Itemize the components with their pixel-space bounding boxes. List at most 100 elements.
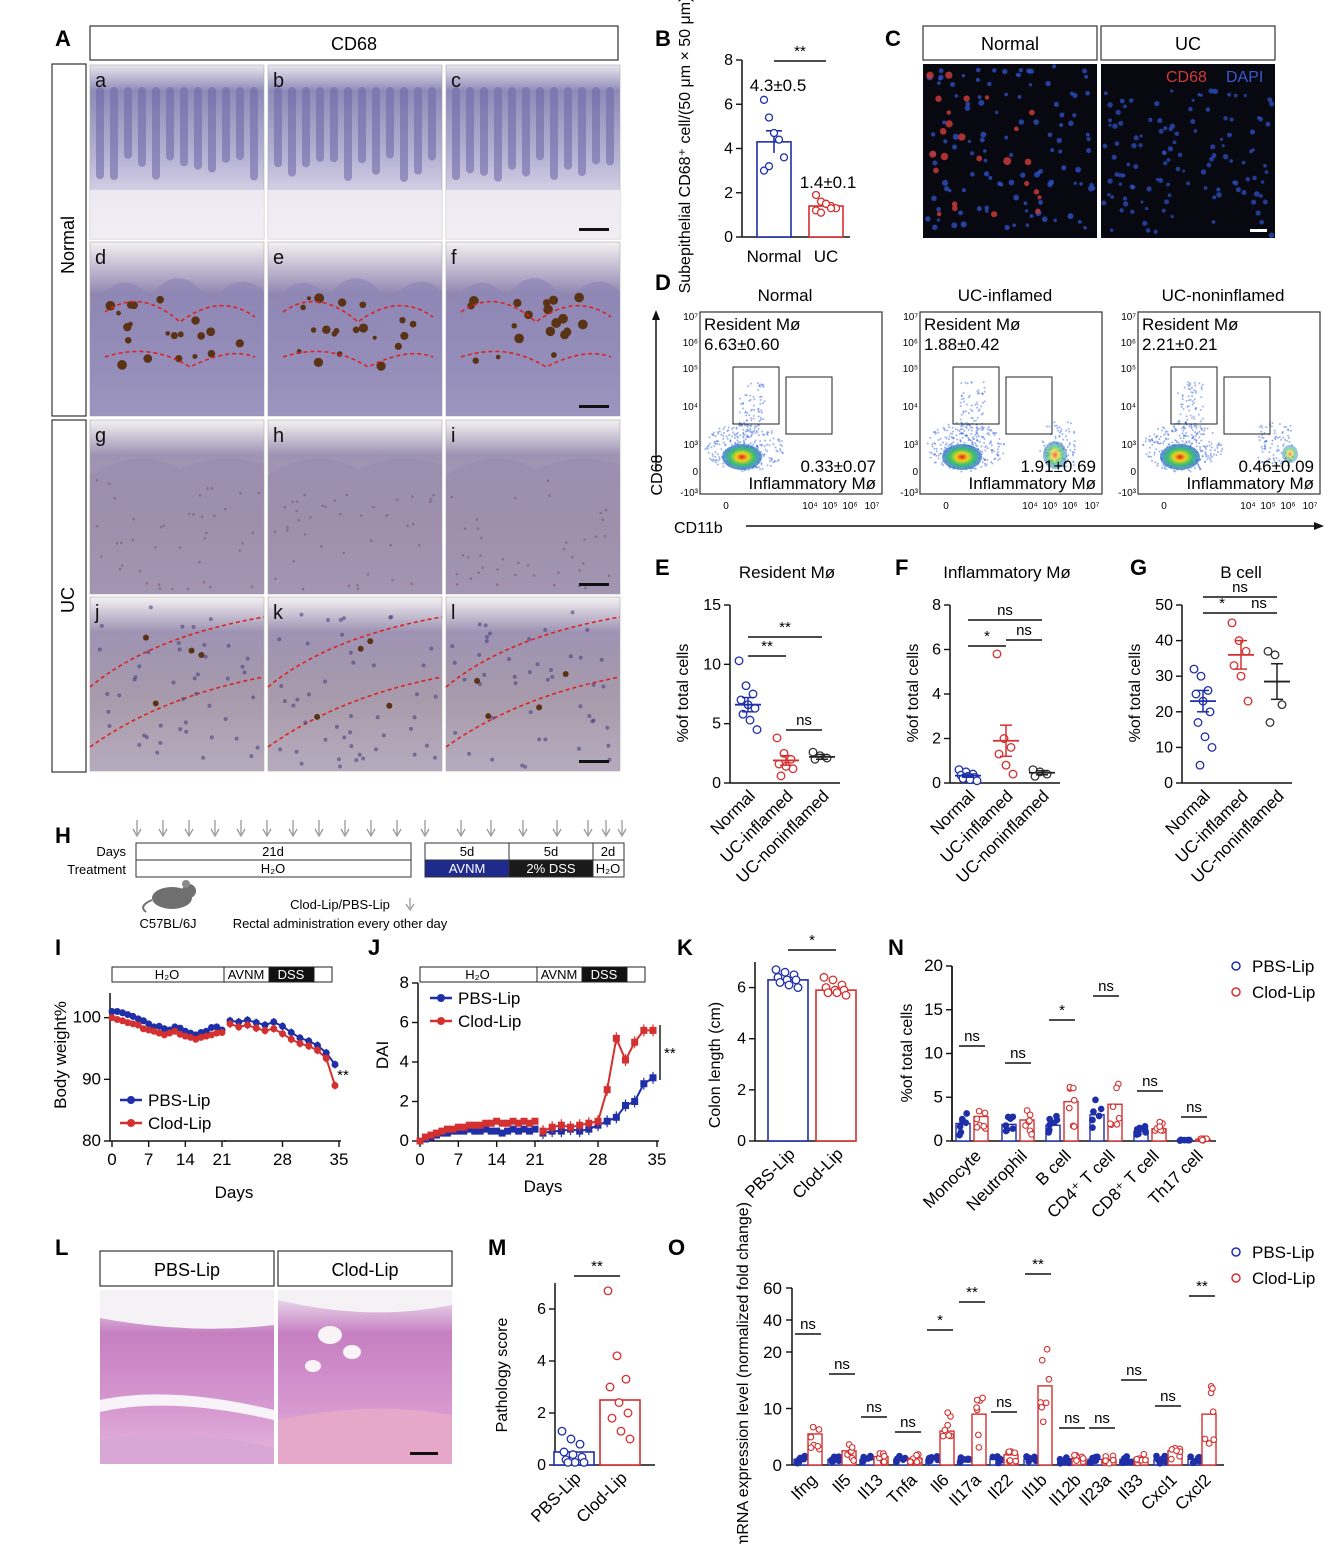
chartJ-point — [531, 1117, 539, 1125]
flow-event — [1201, 450, 1204, 453]
chartI-point — [235, 1018, 243, 1026]
dapi-nucleus — [1072, 113, 1077, 118]
flow-event — [980, 405, 983, 408]
flow-event — [936, 428, 939, 431]
flow-event — [1144, 440, 1147, 443]
chartI-point — [252, 1024, 260, 1032]
chartO-point — [975, 1444, 983, 1451]
flow-event — [1266, 461, 1269, 464]
flow-event — [721, 462, 724, 465]
chartI-point — [226, 1020, 234, 1028]
flow-event — [1191, 429, 1194, 432]
flow-event — [1273, 458, 1276, 461]
mouse-icon — [142, 880, 196, 913]
cell — [203, 536, 207, 540]
flow-event — [1282, 436, 1285, 439]
chartI-point — [279, 1022, 286, 1030]
dapi-nucleus — [950, 81, 956, 87]
flow-event — [1265, 440, 1268, 443]
dapi-nucleus — [1130, 209, 1135, 215]
dapi-nucleus — [938, 68, 944, 74]
chartK-bar — [815, 989, 857, 1142]
flow-event — [746, 425, 749, 428]
flow-event — [762, 383, 765, 386]
flow-event — [939, 437, 942, 440]
flow-event — [967, 428, 970, 431]
chartJ-point — [585, 1119, 593, 1127]
dapi-nucleus — [1004, 224, 1010, 231]
flow-ytick: 10⁷ — [903, 312, 918, 323]
flow-event — [980, 445, 983, 448]
ihc-tile: a — [89, 64, 265, 240]
cell — [251, 531, 255, 535]
flow-event — [948, 438, 951, 441]
cd68-cell — [314, 713, 321, 720]
cd68-cell — [386, 702, 393, 709]
flow-event — [1195, 406, 1198, 409]
panel-a-letter: A — [55, 26, 71, 51]
flow-event — [739, 397, 742, 400]
flow-event — [735, 432, 738, 435]
chartO-point — [867, 1454, 875, 1461]
dapi-nucleus — [1038, 199, 1044, 205]
chartJ-point — [482, 1125, 490, 1133]
flow-event — [1053, 421, 1056, 424]
chartI-bar-dss-label: DSS — [278, 967, 305, 982]
ihc-image — [445, 596, 621, 772]
flow-event — [942, 426, 945, 429]
flow-event — [1149, 440, 1152, 443]
chartJ-point — [649, 1026, 657, 1034]
flow-event — [749, 427, 752, 430]
flow-event — [962, 411, 965, 414]
ihc-sublabel: f — [451, 247, 457, 269]
chartO-point — [913, 1458, 921, 1466]
flow-event — [731, 435, 734, 438]
flow-event — [1160, 429, 1163, 432]
flow-event — [983, 459, 986, 462]
chartG-point — [1189, 664, 1199, 674]
dapi-nucleus — [1004, 92, 1008, 97]
b-value-label: 1.4±0.1 — [800, 173, 857, 192]
flow-event — [1259, 461, 1262, 464]
chartE-point — [741, 681, 751, 691]
dapi-nucleus — [932, 160, 938, 166]
flow-event — [1276, 464, 1279, 467]
dapi-nucleus — [1186, 181, 1191, 186]
flow-event — [1187, 469, 1190, 472]
flow-event — [1159, 435, 1162, 438]
flow-event — [1166, 430, 1169, 433]
inflammatory-label: Inflammatory Mø — [748, 474, 876, 493]
ihc-tile: k — [267, 596, 443, 772]
flow-event — [1272, 457, 1275, 460]
cd68-signal — [926, 71, 934, 80]
ihc-tile: h — [267, 419, 443, 595]
dapi-nucleus — [1177, 152, 1183, 158]
flow-event — [1062, 438, 1065, 441]
flow-event — [1278, 436, 1281, 439]
flow-event — [968, 438, 971, 441]
crypt — [250, 87, 258, 181]
flow-event — [1171, 441, 1174, 444]
flow-event — [1265, 426, 1268, 429]
chartI-point — [208, 1024, 216, 1032]
dapi-nucleus — [1243, 93, 1247, 98]
flow-event — [1210, 446, 1213, 449]
seg1-days: 21d — [262, 844, 284, 859]
dapi-nucleus — [1008, 179, 1015, 186]
flow-event — [991, 449, 994, 452]
chartE-ytick-label: 10 — [703, 656, 721, 673]
flow-event — [984, 446, 987, 449]
chartI-point — [279, 1030, 286, 1038]
panel-b-ylabel: Subepithelial CD68⁺ cell/(50 μm × 50 μm) — [677, 0, 694, 293]
crypt — [494, 87, 502, 182]
chartN-point — [1053, 1116, 1061, 1124]
chartO-legend-marker — [1231, 1273, 1241, 1283]
flow-event — [726, 437, 729, 440]
chartO-sig-label: ns — [900, 1414, 916, 1431]
flow-event — [1194, 439, 1197, 442]
flow-xtick: 10⁵ — [1042, 501, 1057, 512]
flow-event — [1148, 435, 1151, 438]
cell — [606, 743, 611, 748]
flow-event — [750, 434, 753, 437]
flow-event — [1271, 462, 1274, 465]
